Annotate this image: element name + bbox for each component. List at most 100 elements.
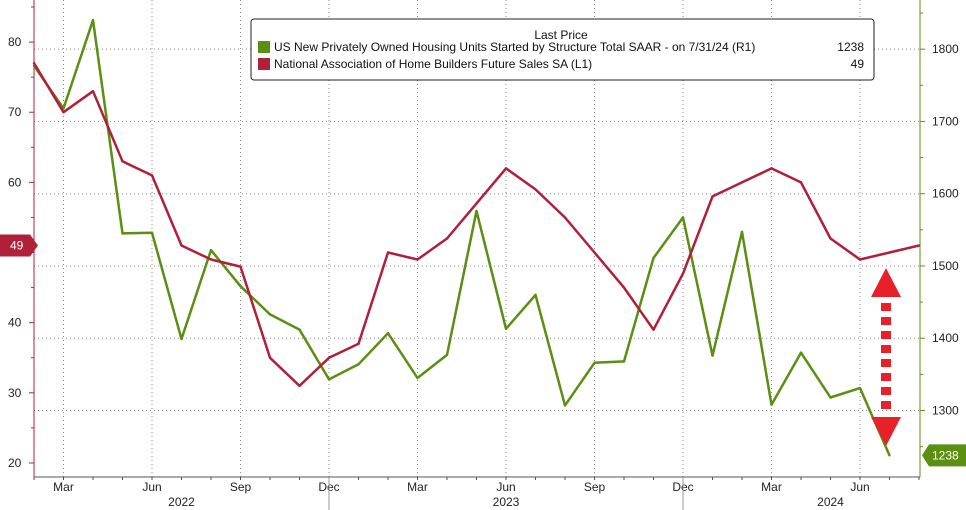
series-0-point: [239, 285, 242, 288]
x-axis-tick-label: Jun: [850, 480, 869, 494]
series-0-point: [91, 19, 95, 22]
annotation-arrow-dash: [881, 401, 891, 409]
series-layer: [32, 18, 921, 457]
badge-layer: 1238 49: [0, 234, 966, 467]
right-axis-tick-label: 1700: [932, 114, 959, 128]
right-axis-tick-label: 1400: [932, 331, 959, 345]
legend-title: Last Price: [534, 28, 588, 42]
annotation-arrow-dash: [881, 303, 891, 311]
series-0-point: [799, 351, 803, 354]
series-1-point: [770, 167, 773, 170]
series-1-point: [622, 286, 626, 289]
right-last-value-badge: [922, 444, 966, 467]
series-0-point: [711, 354, 714, 357]
series-0-point: [622, 360, 626, 363]
series-line-1: [32, 62, 920, 388]
annotation-arrow-dash: [881, 317, 891, 325]
left-last-value-badge: [0, 234, 38, 257]
legend-entry-label: US New Privately Owned Housing Units Sta…: [274, 40, 755, 54]
left-axis-tick-label: 80: [8, 35, 22, 49]
x-axis-tick-label: Jun: [142, 480, 161, 494]
x-axis-year-label: 2024: [817, 495, 844, 509]
legend-entry-value: 49: [851, 57, 865, 71]
series-1-point: [563, 216, 567, 219]
series-0-point: [740, 230, 744, 234]
annotation-arrow-dash: [881, 359, 891, 367]
series-0-point: [563, 404, 567, 407]
legend-entry-value: 1238: [837, 40, 864, 54]
series-line-0: [32, 18, 891, 456]
series-1-point: [298, 384, 301, 388]
series-1-point: [91, 89, 95, 93]
annotation-arrow-down: [871, 417, 901, 446]
annotation-arrow-dash: [881, 387, 891, 395]
series-1-point: [180, 244, 183, 247]
series-0-point: [445, 353, 449, 357]
series-1-point: [504, 167, 508, 170]
right-axis-tick-label: 1600: [932, 187, 959, 201]
series-1-point: [593, 251, 596, 254]
left-axis-tick-label: 40: [8, 316, 22, 330]
series-1-point: [62, 111, 65, 114]
series-1-point: [888, 251, 891, 254]
series-0-point: [652, 256, 655, 260]
series-1-point: [32, 61, 36, 65]
series-1-point: [475, 202, 478, 205]
series-0-point: [829, 396, 832, 399]
series-1-point: [652, 328, 655, 331]
series-1-point: [829, 237, 832, 240]
right-axis-tick-label: 1800: [932, 42, 959, 56]
series-0-point: [150, 231, 154, 234]
annotation-layer: [871, 268, 901, 446]
x-axis-tick-label: Sep: [230, 480, 252, 494]
annotation-arrow-up: [871, 268, 901, 297]
series-0-point: [121, 232, 124, 235]
legend-swatch: [258, 41, 270, 53]
series-0-point: [475, 209, 478, 213]
series-0-point: [386, 331, 390, 335]
series-1-point: [268, 356, 272, 359]
x-axis-tick-label: Mar: [761, 480, 782, 494]
x-axis-tick-label: Mar: [407, 480, 428, 494]
right-axis-tick-label: 1300: [932, 404, 959, 418]
series-1-point: [740, 181, 744, 184]
right-last-value-label: 1238: [932, 448, 959, 462]
series-0-point: [357, 363, 360, 366]
left-axis-tick-label: 60: [8, 175, 22, 189]
series-0-point: [888, 454, 891, 457]
series-0-point: [298, 328, 301, 331]
legend-entry-label: National Association of Home Builders Fu…: [274, 57, 592, 71]
series-1-point: [327, 356, 331, 359]
series-0-point: [504, 327, 508, 331]
annotation-arrow-dash: [881, 373, 891, 381]
series-0-point: [593, 361, 596, 365]
series-1-point: [534, 188, 537, 191]
legend-swatch: [258, 58, 270, 70]
series-1-point: [239, 265, 242, 268]
series-0-point: [858, 386, 862, 390]
series-0-point: [268, 313, 272, 316]
left-last-value-label: 49: [10, 239, 24, 253]
series-1-point: [445, 237, 449, 240]
series-1-point: [917, 244, 921, 247]
series-1-point: [799, 181, 803, 184]
right-axis-tick-label: 1500: [932, 259, 959, 273]
left-axis-tick-label: 20: [8, 456, 22, 470]
series-1-point: [858, 258, 862, 261]
x-axis-year-label: 2022: [168, 495, 195, 509]
series-1-point: [386, 251, 390, 254]
series-1-point: [681, 272, 685, 275]
x-axis-tick-label: Sep: [584, 480, 606, 494]
series-0-point: [416, 376, 419, 380]
series-1-point: [150, 174, 154, 177]
x-axis-year-label: 2023: [493, 495, 520, 509]
x-axis-tick-label: Jun: [496, 480, 515, 494]
series-0-point: [770, 403, 773, 406]
series-1-point: [711, 195, 714, 198]
series-1-point: [121, 160, 124, 163]
series-0-point: [681, 216, 685, 219]
series-0-point: [180, 337, 183, 341]
x-axis-tick-label: Mar: [53, 480, 74, 494]
